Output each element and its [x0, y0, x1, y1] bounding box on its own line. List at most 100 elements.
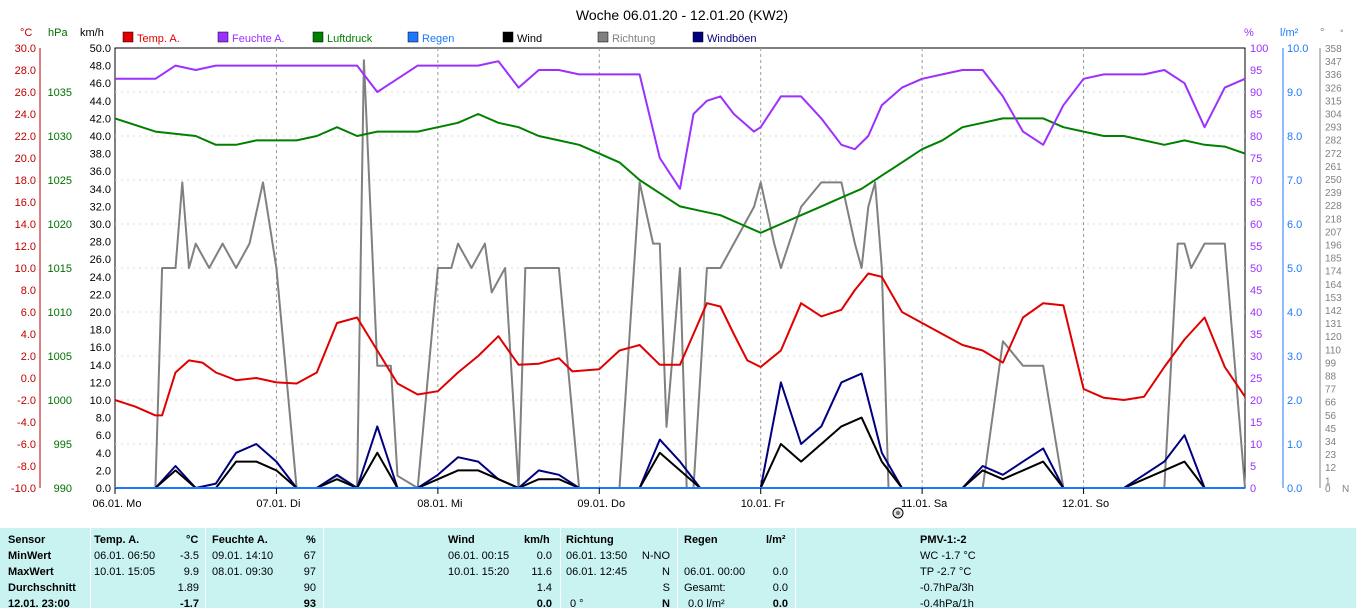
unit-temp: °C — [20, 27, 32, 39]
dir-tick-label: 272 — [1325, 149, 1342, 160]
legend-label: Luftdruck — [327, 33, 373, 45]
dir-tick-label: 110 — [1325, 345, 1341, 356]
rain-tick-label: 2.0 — [1287, 395, 1302, 407]
dir-tick-label: 347 — [1325, 57, 1342, 68]
hum-unit: % — [306, 534, 316, 546]
legend-label: Regen — [422, 33, 454, 45]
kmh-tick-label: 36.0 — [90, 166, 111, 178]
dir-tick-label: 88 — [1325, 372, 1337, 383]
dir-tick-label: N — [1342, 484, 1349, 495]
temp-tick-label: 24.0 — [15, 109, 36, 121]
hum-max-time: 08.01. 09:30 — [212, 566, 274, 578]
unit-dir: ° — [1320, 27, 1324, 39]
chart-title: Woche 06.01.20 - 12.01.20 (KW2) — [576, 7, 788, 23]
hum-min-time: 09.01. 14:10 — [212, 550, 274, 562]
series-line-richtung — [115, 59, 1246, 489]
rain-tick-label: 0.0 — [1287, 483, 1302, 495]
rain-unit: l/m² — [766, 534, 786, 546]
dir-tick-label: 56 — [1325, 411, 1337, 422]
legend-item: Regen — [407, 31, 454, 45]
dir-min: N-NO — [641, 550, 670, 562]
kmh-tick-label: 24.0 — [90, 272, 111, 284]
series-line-luftdruck — [114, 113, 1246, 234]
dir-tick-label: 99 — [1325, 358, 1337, 369]
pct-tick-label: 100 — [1250, 43, 1268, 55]
dir-avg: S — [662, 582, 670, 594]
row-label-min: MinWert — [8, 550, 52, 562]
legend-item: Luftdruck — [312, 31, 373, 45]
rain-r4-value: 0.0 — [772, 598, 788, 610]
pct-tick-label: 25 — [1250, 373, 1262, 385]
kmh-tick-label: 26.0 — [90, 254, 111, 266]
kmh-tick-label: 20.0 — [90, 307, 111, 319]
legend-label: Richtung — [612, 33, 655, 45]
dir-tick-label: 185 — [1325, 254, 1342, 265]
temp-max: 9.9 — [183, 566, 199, 578]
pmv-line-4: -0.4hPa/1h — [920, 598, 974, 610]
dir-tick-label: 142 — [1325, 306, 1342, 317]
legend-item: Feuchte A. — [217, 31, 285, 45]
dir-tick-label: 250 — [1325, 175, 1342, 186]
dir-tick-label: 336 — [1325, 70, 1342, 81]
cursor-handle-icon[interactable] — [892, 507, 904, 519]
wind-min: 0.0 — [536, 550, 552, 562]
dir-header: Richtung — [566, 534, 614, 546]
dir-tick-label: 45 — [1325, 424, 1337, 435]
pmv-line-3: -0.7hPa/3h — [920, 582, 974, 594]
unit-rain: l/m² — [1280, 27, 1299, 39]
hum-min: 67 — [303, 550, 316, 562]
legend-label: Windböen — [707, 33, 757, 45]
unit-pct: % — [1244, 27, 1254, 39]
hpa-tick-label: 1010 — [48, 307, 72, 319]
dir-tick-label: 326 — [1325, 83, 1342, 94]
kmh-tick-label: 34.0 — [90, 184, 111, 196]
temp-tick-label: -4.0 — [17, 417, 36, 429]
pct-tick-label: 55 — [1250, 241, 1262, 253]
pct-tick-label: 80 — [1250, 131, 1262, 143]
kmh-tick-label: 0.0 — [96, 483, 111, 495]
hpa-tick-label: 1030 — [48, 131, 72, 143]
hpa-tick-label: 995 — [54, 439, 72, 451]
rain-tick-label: 3.0 — [1287, 351, 1302, 363]
kmh-tick-label: 8.0 — [96, 413, 111, 425]
dir-tick-label: 77 — [1325, 385, 1337, 396]
hum-max: 97 — [303, 566, 316, 578]
kmh-tick-label: 40.0 — [90, 131, 111, 143]
kmh-tick-label: 2.0 — [96, 465, 111, 477]
legend-swatch — [597, 31, 609, 43]
temp-tick-label: 10.0 — [15, 263, 36, 275]
hum-header: Feuchte A. — [212, 534, 268, 546]
hpa-tick-label: 1020 — [48, 219, 72, 231]
rain-tick-label: 7.0 — [1287, 175, 1302, 187]
dir-tick-label: 1 — [1325, 476, 1331, 487]
temp-tick-label: 2.0 — [21, 351, 36, 363]
rain-tick-label: 1.0 — [1287, 439, 1302, 451]
dir-tick-label: 66 — [1325, 398, 1337, 409]
rain-tick-label: 9.0 — [1287, 87, 1302, 99]
row-label-max: MaxWert — [8, 566, 54, 578]
hpa-tick-label: 1025 — [48, 175, 72, 187]
dir-tick-label: 164 — [1325, 280, 1342, 291]
rain-r2-time: 06.01. 00:00 — [684, 566, 746, 578]
hum-avg: 90 — [303, 582, 316, 594]
unit-kmh: km/h — [80, 27, 104, 39]
wind-max-time: 10.01. 15:20 — [448, 566, 510, 578]
dir-unit-mark: ° — [1340, 28, 1344, 38]
kmh-tick-label: 22.0 — [90, 289, 111, 301]
legend-swatch — [502, 31, 514, 43]
weather-chart: Woche 06.01.20 - 12.01.20 (KW2) Temp. A.… — [11, 7, 1349, 519]
temp-tick-label: 8.0 — [21, 285, 36, 297]
dir-current: N — [662, 598, 670, 610]
dir-current-deg: 0 ° — [570, 598, 584, 610]
rain-tick-label: 6.0 — [1287, 219, 1302, 231]
dir-tick-label: 228 — [1325, 201, 1342, 212]
pmv-header: PMV-1:-2 — [920, 534, 967, 546]
dir-tick-label: 218 — [1325, 214, 1342, 225]
wind-max: 11.6 — [531, 566, 552, 578]
temp-min: -3.5 — [180, 550, 199, 562]
day-label: 09.01. Do — [577, 498, 625, 510]
wind-avg: 1.4 — [536, 582, 552, 594]
temp-tick-label: -2.0 — [17, 395, 36, 407]
temp-tick-label: 0.0 — [21, 373, 36, 385]
kmh-tick-label: 28.0 — [90, 237, 111, 249]
